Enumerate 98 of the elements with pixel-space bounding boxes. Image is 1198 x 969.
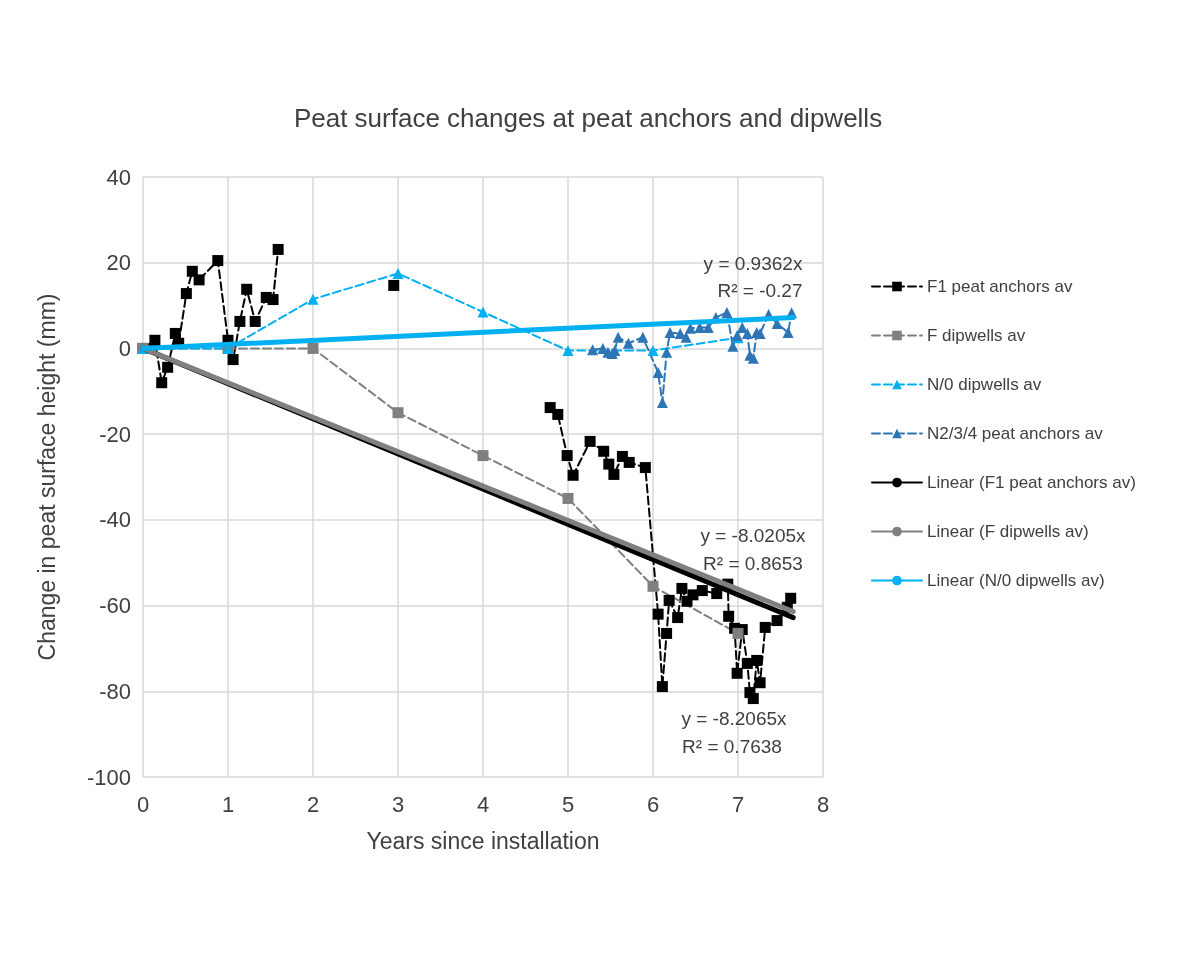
- point: [477, 306, 489, 318]
- point: [663, 594, 675, 606]
- point: [392, 407, 404, 419]
- annotation: R² = -0.27: [717, 279, 803, 301]
- point: [567, 469, 579, 481]
- point: [639, 462, 651, 474]
- point: [661, 627, 673, 639]
- legend-label: N2/3/4 peat anchors av: [927, 424, 1104, 443]
- point: [561, 450, 573, 462]
- point: [193, 274, 205, 286]
- y-tick-label: -80: [99, 678, 131, 704]
- y-tick-label: -20: [99, 421, 131, 447]
- x-tick-label: 5: [561, 791, 575, 817]
- point: [647, 580, 659, 592]
- legend-label: Linear (N/0 dipwells av): [927, 571, 1105, 590]
- legend-label: N/0 dipwells av: [927, 375, 1042, 394]
- x-tick-label: 1: [221, 791, 235, 817]
- x-tick-label: 2: [306, 791, 320, 817]
- y-tick-label: -100: [86, 764, 131, 790]
- y-tick-label: 20: [106, 250, 131, 276]
- point: [241, 283, 253, 295]
- point: [731, 667, 743, 679]
- point: [622, 337, 634, 349]
- point: [212, 255, 224, 267]
- x-tick-label: 8: [816, 791, 830, 817]
- point: [307, 342, 319, 354]
- point: [477, 450, 489, 462]
- point: [162, 361, 174, 373]
- point: [562, 492, 574, 504]
- x-tick-label: 0: [136, 791, 150, 817]
- point: [608, 468, 620, 480]
- point: [741, 327, 753, 339]
- point: [711, 588, 723, 600]
- annotation: R² = 0.8653: [703, 552, 803, 574]
- point: [672, 612, 684, 624]
- legend-label: F1 peat anchors av: [927, 277, 1074, 296]
- point: [652, 608, 664, 620]
- point: [388, 279, 400, 291]
- point: [751, 654, 763, 666]
- point: [732, 627, 744, 639]
- point: [562, 345, 574, 357]
- point: [584, 435, 596, 447]
- legend-label: Linear (F dipwells av): [927, 522, 1089, 541]
- annotation: y = -8.0205x: [700, 524, 807, 546]
- legend-label: F dipwells av: [927, 326, 1026, 345]
- point: [723, 610, 735, 622]
- point: [267, 294, 279, 306]
- point: [687, 589, 699, 601]
- point: [603, 458, 615, 470]
- point: [392, 267, 404, 279]
- x-tick-label: 3: [391, 791, 405, 817]
- point: [186, 265, 198, 277]
- point: [661, 346, 673, 358]
- point: [782, 327, 794, 339]
- point: [149, 334, 161, 346]
- point: [307, 293, 319, 305]
- y-tick-label: -60: [99, 593, 131, 619]
- point: [736, 321, 748, 333]
- y-tick-label: -40: [99, 507, 131, 533]
- y-axis-title: Change in peat surface height (mm): [33, 293, 60, 661]
- legend-label: Linear (F1 peat anchors av): [927, 473, 1136, 492]
- point: [552, 408, 564, 420]
- chart-title: Peat surface changes at peat anchors and dipwells: [293, 103, 883, 133]
- annotation: y = 0.9362x: [703, 252, 803, 274]
- x-axis-title: Years since installation: [366, 827, 600, 854]
- point: [721, 306, 733, 318]
- point: [759, 621, 771, 633]
- point: [169, 327, 181, 339]
- point: [647, 345, 659, 357]
- y-tick-label: 40: [106, 164, 131, 190]
- point: [623, 456, 635, 468]
- point: [676, 582, 688, 594]
- point: [612, 331, 624, 343]
- point: [598, 445, 610, 457]
- point: [771, 615, 783, 627]
- annotation: R² = 0.7638: [682, 735, 782, 757]
- point: [664, 327, 676, 339]
- point: [680, 331, 692, 343]
- point: [785, 592, 797, 604]
- point: [156, 377, 168, 389]
- point: [272, 243, 284, 255]
- point: [637, 331, 649, 343]
- point: [652, 366, 664, 378]
- point: [747, 693, 759, 705]
- y-tick-label: 0: [118, 335, 131, 361]
- point: [180, 288, 192, 300]
- x-tick-label: 4: [476, 791, 490, 817]
- point: [754, 677, 766, 689]
- point: [727, 340, 739, 352]
- point: [227, 354, 239, 366]
- point: [587, 344, 599, 356]
- annotation: y = -8.2065x: [681, 707, 788, 729]
- x-tick-label: 6: [646, 791, 660, 817]
- point: [656, 681, 668, 693]
- point: [249, 315, 261, 327]
- point: [234, 315, 246, 327]
- x-tick-label: 7: [731, 791, 745, 817]
- point: [696, 585, 708, 597]
